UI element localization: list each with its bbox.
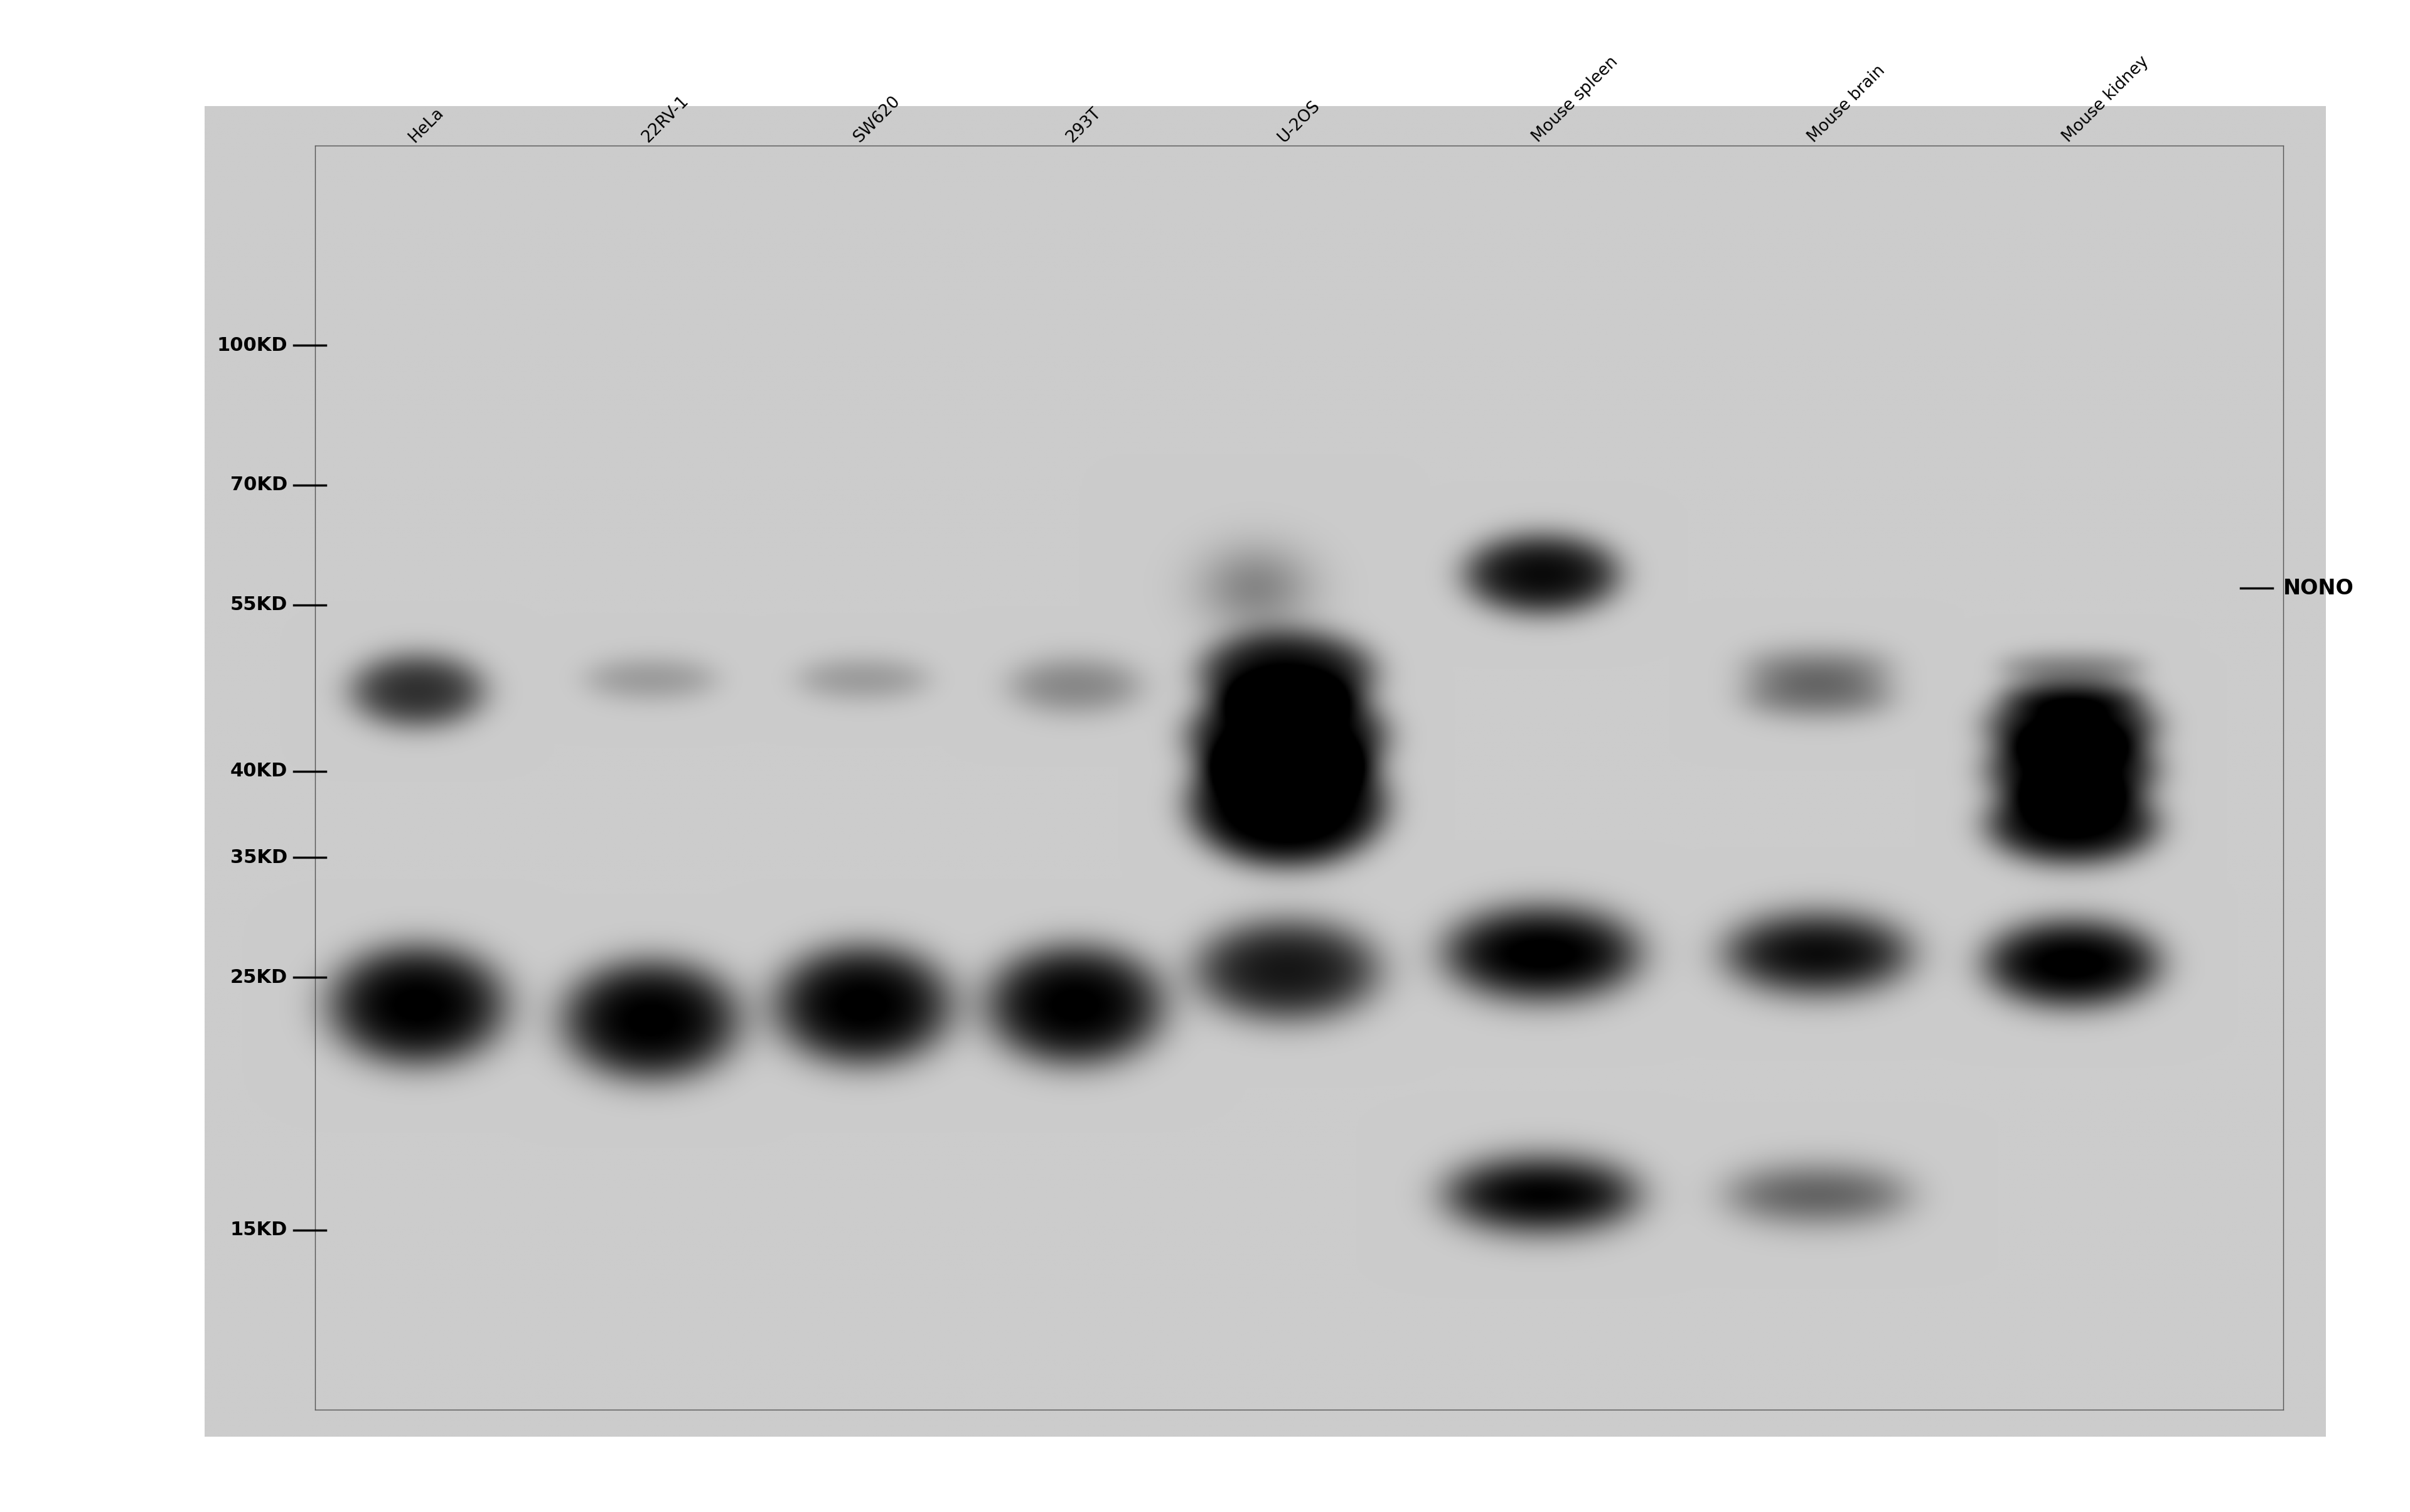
Text: SW620: SW620 [851,92,904,145]
Text: 40KD: 40KD [231,762,287,780]
Text: Mouse kidney: Mouse kidney [2061,53,2152,145]
Text: U-2OS: U-2OS [1275,97,1323,145]
Text: 55KD: 55KD [231,596,287,614]
Text: 22RV-1: 22RV-1 [639,92,692,145]
Text: 25KD: 25KD [231,968,287,986]
Text: 15KD: 15KD [231,1222,287,1240]
Text: Mouse spleen: Mouse spleen [1530,54,1622,145]
Text: 35KD: 35KD [231,848,287,866]
Text: 100KD: 100KD [217,336,287,354]
Text: 70KD: 70KD [231,476,287,494]
Text: 293T: 293T [1063,104,1104,145]
Text: Mouse brain: Mouse brain [1805,62,1889,145]
Text: HeLa: HeLa [405,104,446,145]
Text: NONO: NONO [2282,578,2355,599]
